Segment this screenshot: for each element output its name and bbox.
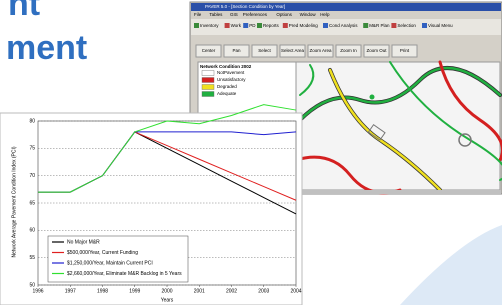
legend-title: Network Condition 2002	[200, 64, 252, 69]
map-tool-label: Zoom In	[340, 48, 357, 53]
toolbar-button[interactable]: Inventory	[200, 23, 219, 28]
map-area	[296, 62, 500, 190]
toolbar-icon	[391, 23, 396, 28]
legend-label: NotPavement	[217, 70, 245, 75]
legend-label: Adequate	[217, 91, 237, 96]
legend-label: $500,000/Year, Current Funding	[67, 250, 138, 256]
legend-label: No Major M&R	[67, 239, 100, 245]
legend-label: $1,250,000/Year, Maintain Current PCI	[67, 260, 153, 266]
toolbar-icon	[257, 23, 262, 28]
toolbar-button[interactable]: Selection	[397, 23, 416, 28]
window-title: PAVER 5.0 - [Section Condition by Year]	[205, 4, 285, 9]
map-tool-label: Pan	[232, 48, 241, 53]
x-tick-label: 2000	[161, 288, 172, 294]
x-tick-label: 2004	[290, 288, 301, 294]
menu-item: GIS	[230, 12, 238, 17]
y-tick-label: 70	[29, 173, 35, 179]
legend-label: $2,660,000/Year, Eliminate M&R Backlog i…	[67, 271, 182, 277]
map-tool-label: Zoom Area	[309, 48, 332, 53]
node	[370, 95, 375, 100]
x-tick-label: 1997	[65, 288, 76, 294]
page: nt ment PAVER 5.0 - [Section Condition b…	[0, 0, 502, 305]
y-axis-label: Network Average Pavement Condition Index…	[11, 146, 17, 257]
y-tick-label: 60	[29, 228, 35, 234]
map-tool-label: Select Area	[281, 48, 305, 53]
toolbar-button[interactable]: M&R Plan	[369, 23, 390, 28]
menu-item: Help	[320, 12, 330, 17]
x-tick-label: 2003	[258, 288, 269, 294]
toolbar-icon	[323, 23, 328, 28]
legend-swatch	[202, 92, 214, 97]
legend-label: Unsatisfactory	[217, 77, 246, 82]
x-tick-label: 2002	[226, 288, 237, 294]
y-tick-label: 80	[29, 118, 35, 124]
menu-item: Window	[300, 12, 317, 17]
toolbar-icon	[363, 23, 368, 28]
toolbar-icon	[422, 23, 427, 28]
legend-swatch	[202, 71, 214, 76]
menu-item: File	[194, 12, 202, 17]
map-tool-label: Center	[202, 48, 216, 53]
x-tick-label: 1999	[129, 288, 140, 294]
menu-item: Preferences	[243, 12, 268, 17]
y-tick-label: 65	[29, 200, 35, 206]
x-tick-label: 1996	[32, 288, 43, 294]
y-tick-label: 75	[29, 146, 35, 152]
legend-label: Degraded	[217, 84, 237, 89]
toolbar-icon	[243, 23, 248, 28]
menu-item: Tables	[209, 12, 223, 17]
toolbar-icon	[225, 23, 230, 28]
toolbar-icon	[283, 23, 288, 28]
slide-title: ment	[6, 29, 87, 67]
legend-swatch	[202, 78, 214, 83]
x-axis-label: Years	[161, 297, 174, 303]
toolbar-button[interactable]: PD	[249, 23, 256, 28]
menu-item: Options	[276, 12, 292, 17]
y-tick-label: 55	[29, 255, 35, 261]
slide-title: nt	[8, 0, 40, 23]
x-tick-label: 2001	[194, 288, 205, 294]
map-tool-label: Zoom Out	[366, 48, 387, 53]
toolbar-button[interactable]: Cond Analysis	[329, 23, 358, 28]
x-tick-label: 1998	[97, 288, 108, 294]
toolbar-button[interactable]: Work	[231, 23, 242, 28]
toolbar-button[interactable]: Pred Modeling	[289, 23, 319, 28]
map-tool-label: Select	[258, 48, 271, 53]
map-tool-label: Print	[400, 48, 410, 53]
toolbar-icon	[194, 23, 199, 28]
legend-swatch	[202, 85, 214, 90]
toolbar-button[interactable]: Reports	[263, 23, 280, 28]
toolbar-button[interactable]: Visual Menu	[428, 23, 453, 28]
